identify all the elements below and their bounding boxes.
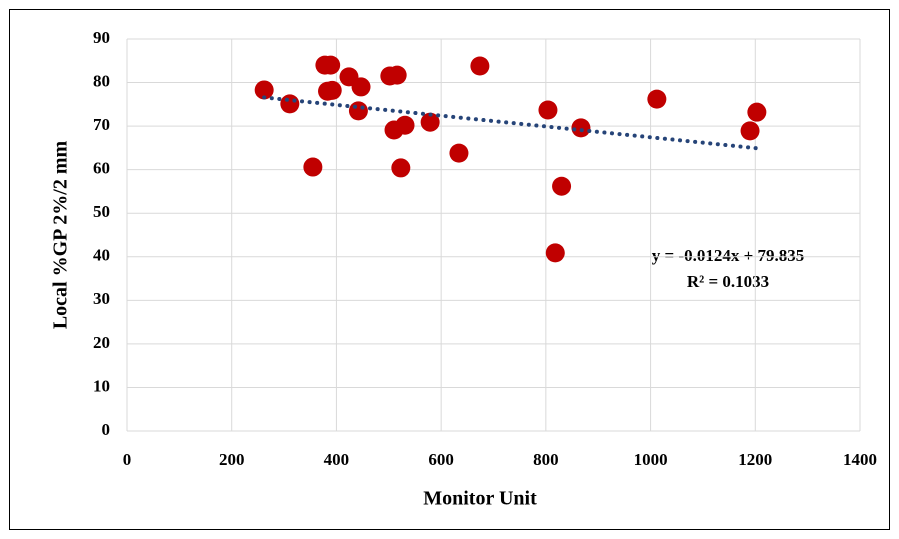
data-point	[391, 158, 411, 178]
x-tick-label: 0	[123, 450, 132, 469]
x-tick-label: 1000	[634, 450, 668, 469]
data-point	[254, 80, 274, 100]
data-point	[470, 56, 490, 76]
data-point	[280, 94, 300, 114]
x-tick-label: 200	[219, 450, 245, 469]
y-tick-label: 0	[102, 420, 111, 439]
x-tick-label: 600	[428, 450, 454, 469]
trendline	[262, 95, 759, 151]
y-tick-label: 90	[93, 28, 110, 47]
trend-equation: y = -0.0124x + 79.835	[652, 246, 805, 265]
data-point	[387, 65, 407, 85]
y-tick-label: 60	[93, 159, 110, 178]
x-axis-label: Monitor Unit	[423, 488, 537, 510]
x-tick-label: 400	[324, 450, 350, 469]
y-tick-label: 10	[93, 376, 110, 395]
data-point	[395, 115, 415, 135]
data-point	[552, 176, 572, 196]
y-tick-label: 50	[93, 202, 110, 221]
data-point	[322, 80, 342, 100]
y-tick-label: 20	[93, 333, 110, 352]
data-point	[545, 243, 565, 263]
data-point	[420, 112, 440, 132]
y-tick-label: 70	[93, 115, 110, 134]
y-tick-label: 30	[93, 289, 110, 308]
y-tick-label: 40	[93, 246, 110, 265]
data-point	[348, 101, 368, 121]
y-tick-label: 80	[93, 71, 110, 90]
data-point	[647, 89, 667, 109]
data-point	[449, 143, 469, 163]
data-point	[351, 77, 371, 97]
x-tick-label: 1200	[738, 450, 772, 469]
x-tick-label: 800	[533, 450, 559, 469]
chart-frame	[9, 9, 890, 530]
data-point	[571, 118, 591, 138]
data-point	[303, 157, 323, 177]
data-point	[321, 55, 341, 75]
y-axis-label: Local %GP 2%/2 mm	[50, 141, 72, 330]
x-tick-label: 1400	[843, 450, 877, 469]
data-point	[747, 102, 767, 122]
trend-r-squared: R² = 0.1033	[687, 272, 769, 291]
data-point	[538, 100, 558, 120]
data-point	[740, 121, 760, 141]
